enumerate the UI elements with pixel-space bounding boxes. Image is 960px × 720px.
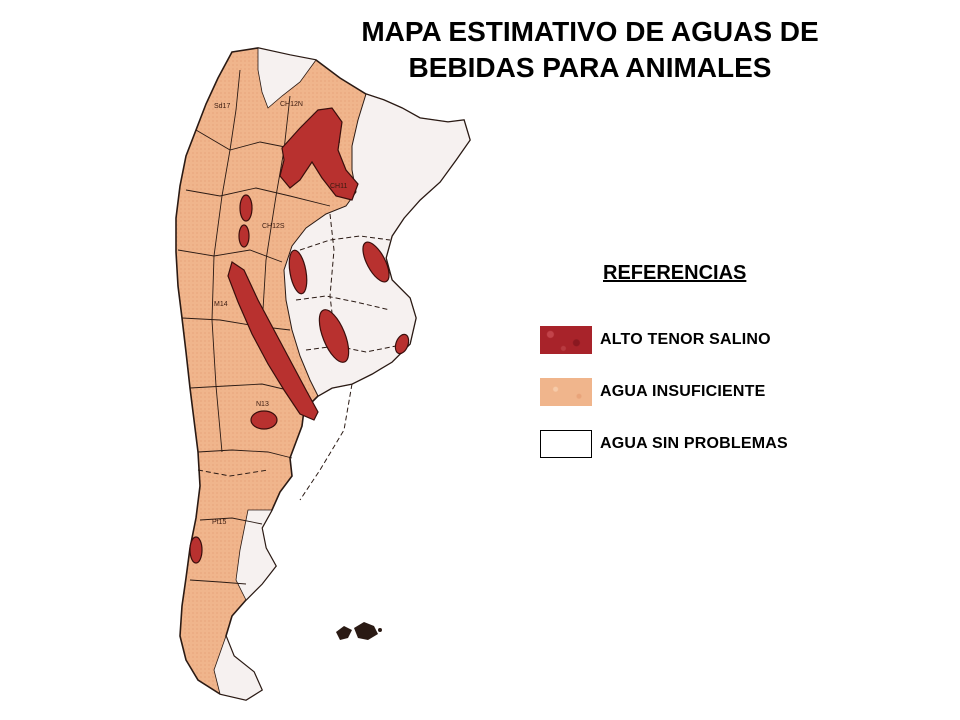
map-title-line-1: MAPA ESTIMATIVO DE AGUAS DE	[361, 16, 819, 47]
salino-zone-central-belt	[227, 261, 319, 421]
legend-item-agua-insuficiente: AGUA INSUFICIENTE	[540, 378, 940, 408]
salino-zone-buenos-aires-coast	[394, 333, 410, 355]
alto-tenor-salino-zones	[189, 107, 410, 564]
legend-swatch-alto-tenor-salino	[540, 326, 592, 354]
map-title-line-2: BEBIDAS PARA ANIMALES	[408, 52, 772, 83]
legend-item-alto-tenor-salino: ALTO TENOR SALINO	[540, 326, 940, 356]
map-title: MAPA ESTIMATIVO DE AGUAS DE BEBIDAS PARA…	[300, 14, 880, 86]
region-label-n13: N13	[256, 401, 269, 408]
legend-label-alto-tenor-salino: ALTO TENOR SALINO	[600, 331, 771, 348]
region-label-pt15: Pt15	[212, 519, 227, 526]
legend-label-agua-sin-problemas: AGUA SIN PROBLEMAS	[600, 435, 788, 452]
salino-zone-cordoba	[288, 249, 308, 295]
malvinas-islands	[336, 622, 382, 640]
salino-zone-chubut	[189, 536, 203, 564]
region-label-sd17: Sd17	[214, 103, 230, 110]
salino-zone-chaco	[279, 107, 359, 201]
sin-problemas-region-tierra-del-fuego	[213, 634, 263, 701]
salino-zone-santiago-1	[239, 194, 253, 222]
salino-zone-santiago-2	[238, 224, 250, 248]
region-label-ch12n: CH12N	[280, 101, 303, 108]
legend-swatch-agua-sin-problemas	[540, 430, 592, 458]
region-label-ch12s: CH12S	[262, 223, 285, 230]
salino-zone-pampa	[318, 309, 350, 363]
region-code-labels: Sd17 CH12N CH11 CH12S M14 N13 Pt15	[212, 101, 347, 526]
legend-swatch-agua-insuficiente	[540, 378, 592, 406]
salino-zone-rio-negro	[250, 410, 278, 430]
legend-label-agua-insuficiente: AGUA INSUFICIENTE	[600, 383, 766, 400]
region-label-m14: M14	[214, 301, 228, 308]
region-label-ch11: CH11	[330, 183, 347, 190]
salino-zone-santa-fe	[362, 241, 390, 283]
sin-problemas-region-patagonia	[235, 509, 277, 601]
legend-item-agua-sin-problemas: AGUA SIN PROBLEMAS	[540, 430, 940, 460]
sin-problemas-region-northwest	[257, 47, 317, 109]
legend-heading: REFERENCIAS	[603, 262, 747, 284]
argentina-water-map: Sd17 CH12N CH11 CH12S M14 N13 Pt15	[175, 47, 471, 701]
